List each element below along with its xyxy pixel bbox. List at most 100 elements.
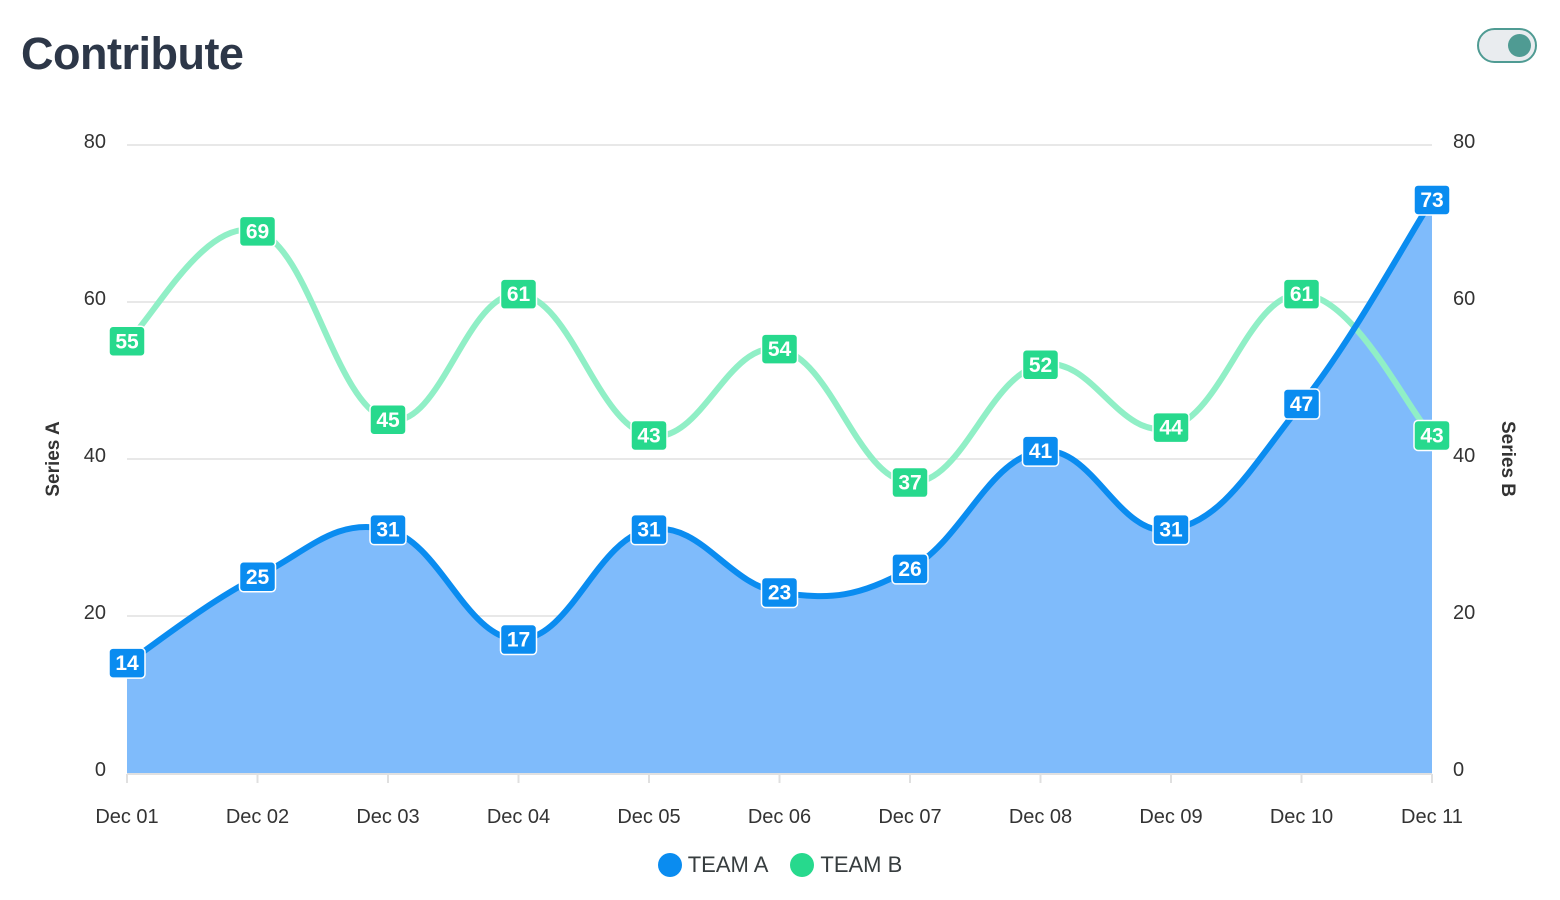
team-a-data-label-box <box>499 623 538 656</box>
team-b-data-label-text: 69 <box>246 220 269 243</box>
contribute-chart: 0 20 40 60 80 0 20 40 60 80 Series A Series B Dec 01… <box>43 131 1518 828</box>
team-a-data-label-box <box>369 513 407 546</box>
team-a-data-label: 31 <box>1152 513 1190 546</box>
team-b-data-label-box <box>369 404 407 436</box>
y-left-axis-title: Series A <box>43 421 64 497</box>
team-b-data-label: 43 <box>1413 419 1451 452</box>
x-tick-label: Dec 05 <box>617 806 680 828</box>
team-a-data-label-box <box>630 513 668 546</box>
y-right-tick-label: 20 <box>1453 602 1475 624</box>
legend-marker-team-a <box>657 853 682 877</box>
team-b-data-label: 37 <box>891 466 929 499</box>
team-a-data-label-text: 23 <box>768 581 791 604</box>
team-a-area <box>127 199 1432 773</box>
team-a-data-label-box <box>1152 513 1190 546</box>
team-a-data-label: 23 <box>760 576 799 609</box>
team-b-data-label-box <box>1413 419 1451 452</box>
team-a-data-label-text: 31 <box>376 519 400 542</box>
y-right-tick-label: 80 <box>1453 131 1475 153</box>
toggle-knob <box>1508 34 1531 57</box>
team-b-data-label: 43 <box>630 419 668 452</box>
legend-label-team-a: TEAM A <box>687 852 769 877</box>
team-a-data-label-text: 47 <box>1290 393 1313 416</box>
team-b-data-label: 55 <box>108 325 146 357</box>
team-b-data-label-text: 52 <box>1029 354 1052 377</box>
chart-legend: TEAM A TEAM B <box>0 848 1560 882</box>
x-tick-label: Dec 03 <box>356 806 419 828</box>
team-a-data-label-box <box>1021 435 1060 467</box>
y-right-tick-label: 40 <box>1453 445 1475 467</box>
x-tick-label: Dec 02 <box>226 806 289 828</box>
team-b-data-label-text: 37 <box>898 472 921 495</box>
team-b-data-label-text: 45 <box>376 409 400 432</box>
team-b-data-label-box <box>1152 411 1190 444</box>
x-tick-label: Dec 04 <box>487 806 550 828</box>
team-a-data-label-text: 25 <box>246 566 270 589</box>
y-right-axis-title: Series B <box>1497 421 1518 497</box>
team-a-data-label: 73 <box>1413 184 1451 216</box>
y-left-tick-label: 0 <box>95 759 106 781</box>
legend-marker-team-b <box>790 853 815 877</box>
team-a-data-label-text: 14 <box>115 652 139 675</box>
team-a-data-label-text: 73 <box>1420 189 1443 212</box>
x-tick-label: Dec 08 <box>1009 806 1072 828</box>
team-b-data-label: 54 <box>760 333 799 365</box>
team-b-data-label-box <box>238 215 277 248</box>
y-left-tick-label: 20 <box>84 602 106 624</box>
team-a-data-label: 41 <box>1021 435 1060 467</box>
team-a-data-label-text: 26 <box>898 558 921 581</box>
team-b-data-label-box <box>108 325 146 357</box>
team-b-data-label: 61 <box>499 278 538 310</box>
team-b-data-label-box <box>1282 278 1321 310</box>
y-left-tick-label: 40 <box>84 445 106 467</box>
team-b-data-label-text: 54 <box>768 338 792 361</box>
x-tick-label: Dec 09 <box>1139 806 1202 828</box>
team-a-data-label: 14 <box>108 647 146 679</box>
y-left-tick-label: 80 <box>84 131 106 153</box>
team-b-data-label-text: 43 <box>1420 424 1443 447</box>
page-title: Contribute <box>21 28 244 79</box>
team-b-data-label: 52 <box>1021 349 1060 381</box>
team-a-data-label-box <box>760 576 799 609</box>
chart-toggle-switch[interactable] <box>1477 28 1537 63</box>
team-b-data-label: 44 <box>1152 411 1190 444</box>
team-a-data-label-text: 31 <box>1159 519 1183 542</box>
team-a-data-label: 26 <box>891 553 929 585</box>
team-b-data-label: 45 <box>369 404 407 436</box>
team-b-data-label-box <box>499 278 538 310</box>
y-right-tick-label: 60 <box>1453 288 1475 310</box>
team-a-data-label: 25 <box>238 561 277 593</box>
team-a-data-label: 31 <box>630 513 668 546</box>
team-b-data-label-text: 44 <box>1159 417 1183 440</box>
y-left-tick-label: 60 <box>84 288 106 310</box>
team-a-data-label: 17 <box>499 623 538 656</box>
team-b-data-label-box <box>891 466 929 499</box>
x-tick-label: Dec 07 <box>878 806 941 828</box>
team-b-data-label-box <box>1021 349 1060 381</box>
x-tick-label: Dec 10 <box>1270 806 1333 828</box>
team-b-data-label: 69 <box>238 215 277 248</box>
chart-header: Contribute <box>0 0 1560 100</box>
team-b-data-label-text: 43 <box>637 424 660 447</box>
team-a-data-label-box <box>108 647 146 679</box>
team-b-data-label-box <box>760 333 799 365</box>
team-a-data-label-text: 41 <box>1029 440 1053 463</box>
team-b-data-label-text: 61 <box>1290 283 1314 306</box>
team-a-data-label-box <box>1413 184 1451 216</box>
team-b-data-label-text: 61 <box>507 283 531 306</box>
x-tick-label: Dec 06 <box>748 806 811 828</box>
team-a-data-label: 31 <box>369 513 407 546</box>
x-tick-label: Dec 11 <box>1401 806 1463 828</box>
legend-item-team-a[interactable]: TEAM A <box>657 852 769 878</box>
legend-item-team-b[interactable]: TEAM B <box>790 852 902 878</box>
team-b-data-label-text: 55 <box>115 330 139 353</box>
team-a-data-label-box <box>1282 388 1321 420</box>
team-a-data-label-text: 31 <box>637 519 661 542</box>
legend-label-team-b: TEAM B <box>820 852 903 877</box>
team-b-data-label: 61 <box>1282 278 1321 310</box>
team-a-data-label-box <box>238 561 277 593</box>
team-b-data-label-box <box>630 419 668 452</box>
x-tick-label: Dec 01 <box>95 806 158 828</box>
y-right-tick-label: 0 <box>1453 759 1464 781</box>
team-a-data-label-text: 17 <box>507 629 530 652</box>
